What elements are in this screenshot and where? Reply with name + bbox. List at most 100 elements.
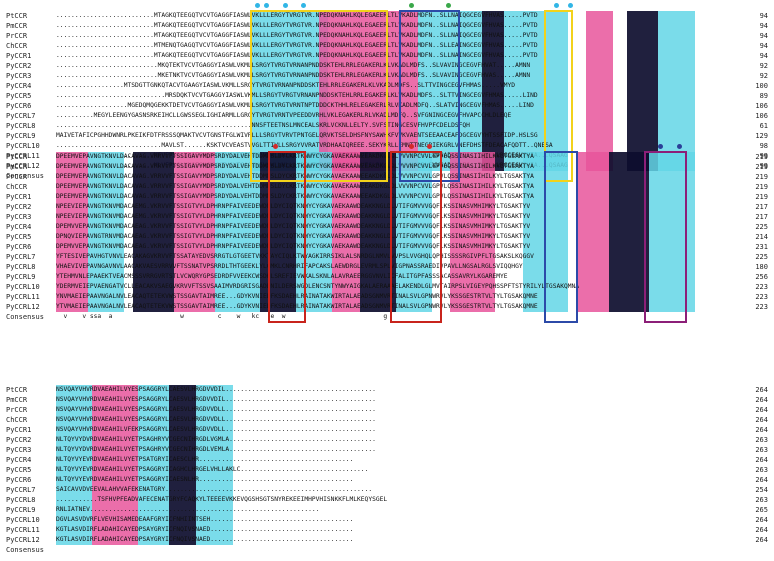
residue-count: 61	[759, 122, 768, 130]
residue-count: 264	[755, 516, 768, 524]
residue-count: 217	[755, 213, 768, 221]
sequence-row: PyCCR4 DPEMVVEPAVNGTKNVMDACAEAG.VKRVVFTSS…	[0, 222, 774, 232]
conservation-band	[395, 152, 432, 312]
sequence-row: PyCCRL8 VHAEVIVEPAVNGAVNVLAACAKVAESVRRVVF…	[0, 262, 774, 272]
site-marker-dot	[658, 144, 664, 149]
residue-count: 94	[759, 22, 768, 30]
site-marker-dot	[445, 3, 451, 8]
sequence-name: PyCCRL11	[6, 526, 40, 534]
consensus-residues: v v ssa a w c w kc e w g	[56, 313, 463, 320]
sequence-residues: ...........................MKETNKTVCVTGA…	[56, 72, 531, 79]
sequence-row: PyCCR6 NLTQYVYEVRDVAEAHILVYETPSAGGRYICAES…	[0, 475, 774, 485]
sequence-name: PyCCR5	[6, 92, 32, 100]
site-marker-dot	[567, 3, 573, 8]
residue-count: 225	[755, 253, 768, 261]
sequence-name: PyCCR4	[6, 223, 32, 231]
sequence-residues: DPEMVVEPAVNGTKNVMDACAEAG.VKRVVFTSSIGTVYL…	[56, 223, 531, 230]
residue-count: 225	[755, 223, 768, 231]
sequence-residues: NLTQYVYEVRDVAEAHILVYETPSAGGRYICAGHCLHRGE…	[56, 466, 369, 473]
sequence-name: PyCCR2	[6, 62, 32, 70]
sequence-name: PyCCRL8	[6, 263, 36, 271]
motif-box	[643, 151, 687, 323]
residue-count: 264	[755, 416, 768, 424]
sequence-row: PyCCR2 ...........................MKQTEKT…	[0, 61, 774, 71]
sequence-name: PyCCRL7	[6, 253, 36, 261]
residue-count: 106	[755, 102, 768, 110]
sequence-name: PyCCRL7	[6, 486, 36, 494]
residue-count: 264	[755, 476, 768, 484]
conservation-band	[504, 11, 568, 171]
residue-count: 99	[759, 152, 768, 160]
sequence-residues: NLTQYVYEVRDVAEAHILVYETPSAGGRYICAESNLHR..…	[56, 476, 354, 483]
sequence-residues: DPEEMVEPAVNGTKNVLDACAVAG.VRRVVFTSSIGAVYM…	[56, 163, 534, 170]
consensus-label: Consensus	[6, 546, 44, 554]
conservation-band	[92, 385, 138, 545]
motif-box	[267, 151, 307, 323]
conservation-band	[56, 385, 93, 545]
sequence-row: PyCCR3 NLTQYVYDVRDVAEAHILVYETPSAGHRYVCGEC…	[0, 445, 774, 455]
sequence-residues: NLTQYVYDVRDVAEAHILVYETPSAGHRYVCGECNIHRGD…	[56, 446, 376, 453]
sequence-residues: YNVMAEIEPAAVNGALNVLEACAQTETEKVWSTSSGAVTA…	[56, 293, 538, 300]
sequence-row: PyCCRL12 YTVMAEIEPAAVNGALNVLEACAQTETEKVWS…	[0, 302, 774, 312]
sequence-name: PyCCRL10	[6, 283, 40, 291]
sequence-name: PyCCR5	[6, 466, 32, 474]
consensus-label: Consensus	[6, 313, 44, 321]
sequence-name: PyCCRL12	[6, 162, 40, 170]
sequence-name: PyCCR4	[6, 456, 32, 464]
sequence-residues: ...........................MKQTEKTVCVTGA…	[56, 62, 531, 69]
conservation-band	[586, 11, 614, 171]
alignment-block: PtCCR ..........................MTAGKQTEE…	[0, 11, 774, 181]
alignment-block: PtCCR DPEEMVEPAVNGTKNVLDACAVAG.VRRVVFTSSI…	[0, 152, 774, 322]
site-marker-dot	[273, 144, 279, 149]
sequence-name: PmCCR	[6, 396, 28, 404]
sequence-name: PyCCR6	[6, 243, 32, 251]
sequence-row: PyCCR3 ...........................MKETNKT…	[0, 71, 774, 81]
sequence-residues: ............................MAVLST......…	[56, 142, 553, 149]
sequence-row: PyCCRL10 ............................MAVL…	[0, 141, 774, 151]
sequence-residues: RNLIATNEV...............................…	[56, 506, 320, 513]
sequence-residues: KGTLASVDIRFLADAHICAYEDPSAYGRYICFNQIVSNAE…	[56, 536, 354, 543]
residue-count: 99	[759, 162, 768, 170]
conservation-band	[133, 152, 174, 312]
sequence-name: PyCCRL10	[6, 516, 40, 524]
sequence-residues: NPEEVIEPAVNGTKNVMDACAEMG.VKRVVFTSSIGTVYL…	[56, 203, 531, 210]
conservation-band	[318, 11, 419, 171]
sequence-row: PyCCRL11 YNVMAEIEPAAVNGALNVLEACAQTETEKVWS…	[0, 292, 774, 302]
residue-count: 214	[755, 233, 768, 241]
residue-count: 94	[759, 12, 768, 20]
sequence-row: PyCCR2 NPEEVIEPAVNGTKNVMDACAEMG.VKRVVFTSS…	[0, 202, 774, 212]
site-marker-dot	[409, 3, 415, 8]
conservation-band	[649, 152, 695, 312]
sequence-row: ChCCR ..........................MTMENQTGA…	[0, 41, 774, 51]
sequence-name: PyCCR3	[6, 213, 32, 221]
sequence-residues: NSVQAYVHVRDVAEAHILVYESPSAGGRYLCAESVLHRGD…	[56, 406, 376, 413]
residue-count: 219	[755, 173, 768, 181]
sequence-row: PyCCRL8 ...........TSFHVPFEADVAFECENATGRY…	[0, 495, 774, 505]
residue-count: 264	[755, 406, 768, 414]
sequence-residues: DPEEMVEPAVNGTKNVLDACAVAG.VRRVVFTSSIGAVYM…	[56, 173, 534, 180]
sequence-name: PtCCR	[6, 386, 28, 394]
conservation-band	[450, 152, 496, 312]
conservation-band	[658, 11, 695, 171]
conservation-band	[259, 152, 297, 312]
sequence-name: PrCCR	[6, 32, 28, 40]
sequence-row: PyCCRL7 SAICAVVDVEEVALAHVVAFEKENATGRY....…	[0, 485, 774, 495]
sequence-row: PyCCR5 NLTQYVYEVRDVAEAHILVYETPSAGGRYICAGH…	[0, 465, 774, 475]
sequence-row: PyCCRL9 RNLIATNEV........................…	[0, 505, 774, 515]
sequence-name: PyCCR6	[6, 102, 32, 110]
sequence-row: PrCCR ..........................MTAGKQTEE…	[0, 31, 774, 41]
conservation-band	[481, 11, 505, 171]
residue-count: 256	[755, 273, 768, 281]
conservation-band	[87, 152, 124, 312]
residue-count: 92	[759, 62, 768, 70]
sequence-residues: NSVQAYVHVRDVAEAHILVFEKPSAGGRYLCAESVLHRGD…	[56, 426, 376, 433]
residue-count: 264	[755, 396, 768, 404]
motif-box	[390, 151, 443, 323]
sequence-residues: NLTQYVYDVRDVAEAHILVYETPSAGHRYVCGECNIHRGD…	[56, 436, 376, 443]
residue-count: 219	[755, 153, 768, 161]
sequence-residues: YTVMAEIEPAAVNGALNVLEACAQTETEKVWSTSSGAVTA…	[56, 303, 538, 310]
sequence-residues: NSVQAYVHVRDVAEAHILVYESPSAGGRYLCAESVLHRGD…	[56, 416, 376, 423]
sequence-residues: .............................MRSDQKTVCVT…	[56, 92, 538, 99]
residue-count: 231	[755, 243, 768, 251]
